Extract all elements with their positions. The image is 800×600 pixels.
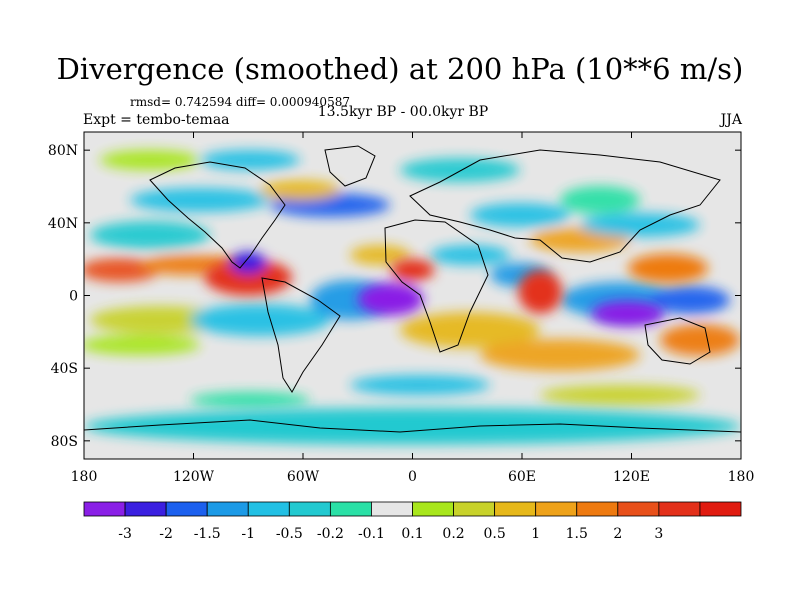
convergence-band-antarctic: [84, 408, 741, 445]
lat-tick-label: 80S: [51, 434, 78, 450]
axis-ticks: 80N 40N 0 40S 80S 180 120W 60W 0 60E 120E 180: [48, 132, 754, 485]
australia-coast: [644, 317, 711, 365]
colorbar-label: 1.5: [566, 526, 588, 542]
decor-blob: [130, 188, 270, 212]
colorbar-swatch: [124, 501, 167, 517]
colorbar-label: -3: [118, 526, 132, 542]
colorbar-swatch: [453, 501, 496, 517]
divergence-center-west-africa: [390, 259, 435, 281]
lon-tick-label: 60E: [508, 469, 536, 485]
colorbar-swatch: [576, 501, 619, 517]
map-title: Divergence (smoothed) at 200 hPa (10**6 …: [56, 52, 744, 86]
decor-blob: [540, 385, 700, 405]
lon-tick-label: 180: [728, 469, 755, 485]
coastlines: [84, 145, 741, 433]
decor-blob: [190, 304, 330, 336]
rmsd-diff-stats: rmsd= 0.742594 diff= 0.000940587: [130, 95, 350, 109]
lat-tick-label: 40N: [48, 216, 78, 232]
colorbar-label: -1.5: [194, 526, 221, 542]
decor-blob: [650, 286, 730, 314]
colorbar-swatch: [658, 501, 701, 517]
colorbar-swatch: [699, 501, 742, 517]
colorbar-label: 0.1: [401, 526, 423, 542]
decor-blob: [400, 158, 520, 182]
decor-blob: [350, 245, 410, 265]
experiment-label: Expt = tembo-temaa: [83, 112, 230, 128]
decor-blob: [580, 213, 700, 237]
colorbar-swatch: [206, 501, 249, 517]
south-america-coast: [261, 277, 341, 393]
divergence-field: [84, 145, 741, 445]
colorbar-swatch: [329, 501, 372, 517]
decor-blob: [400, 312, 540, 348]
lon-tick-label: 180: [71, 469, 98, 485]
colorbar-label: 2: [613, 526, 622, 542]
colorbar-swatch: [617, 501, 660, 517]
lon-tick-label: 60W: [287, 469, 320, 485]
colorbar-label: -0.1: [358, 526, 385, 542]
decor-blob: [84, 335, 200, 355]
decor-blob: [480, 339, 640, 371]
colorbar-label: -2: [159, 526, 173, 542]
eurasia-coast: [409, 149, 721, 263]
decor-blob: [200, 150, 300, 170]
lon-tick-label: 120E: [613, 469, 650, 485]
colorbar-swatch: [535, 501, 578, 517]
colorbar-label: 0.5: [483, 526, 505, 542]
lon-tick-label: 0: [408, 469, 417, 485]
antarctica-coast: [84, 419, 741, 433]
colorbar-label: -1: [241, 526, 255, 542]
colorbar-label: 3: [654, 526, 663, 542]
colorbar-label: -0.5: [276, 526, 303, 542]
greenland-coast: [324, 145, 376, 187]
divergence-center-east-pacific: [204, 259, 293, 296]
divergence-center-indian-ocean: [518, 270, 563, 314]
colorbar-swatch: [83, 501, 126, 517]
colorbar: -3 -2 -1.5 -1 -0.5 -0.2 -0.1 0.1 0.2 0.5 1 1.5 2 3: [83, 501, 742, 542]
convergence-center-maritime-continent: [591, 300, 665, 327]
decor-blob: [100, 150, 200, 170]
period-label: 13.5kyr BP - 00.0kyr BP: [317, 104, 489, 120]
lat-tick-label: 40S: [51, 361, 78, 377]
colorbar-swatch: [288, 501, 331, 517]
decor-blob: [190, 392, 310, 408]
decor-blob: [660, 324, 740, 356]
colorbar-swatch: [371, 501, 413, 517]
lon-tick-label: 120W: [173, 469, 215, 485]
colorbar-swatch: [494, 501, 537, 517]
colorbar-swatch: [247, 501, 290, 517]
colorbar-swatch: [412, 501, 454, 517]
decor-blob: [260, 180, 340, 200]
decor-blob: [560, 186, 640, 214]
colorbar-label: -0.2: [317, 526, 344, 542]
lat-tick-label: 80N: [48, 143, 78, 159]
africa-coast: [384, 219, 489, 353]
decor-blob: [470, 203, 570, 227]
colorbar-label: 0.2: [442, 526, 464, 542]
decor-blob: [430, 245, 510, 265]
convergence-center-gulf-of-guinea: [357, 282, 424, 316]
season-label: JJA: [720, 112, 742, 128]
decor-blob: [90, 306, 230, 334]
convergence-center-caribbean: [230, 251, 267, 274]
decor-blob: [90, 221, 210, 249]
north-america-coast: [149, 161, 286, 269]
divergence-center-west-pacific: [627, 253, 709, 283]
lat-tick-label: 0: [69, 289, 78, 305]
decor-blob: [350, 375, 490, 395]
colorbar-swatch: [165, 501, 208, 517]
colorbar-label: 1: [531, 526, 540, 542]
